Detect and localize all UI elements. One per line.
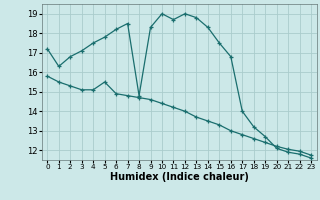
X-axis label: Humidex (Indice chaleur): Humidex (Indice chaleur) <box>110 172 249 182</box>
